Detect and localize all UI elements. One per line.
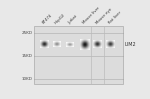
- Text: 15KD: 15KD: [22, 54, 33, 58]
- Text: Mouse liver: Mouse liver: [82, 6, 101, 25]
- Text: LIM2: LIM2: [124, 42, 136, 47]
- Text: HepG2: HepG2: [54, 13, 67, 25]
- Text: Jurkat: Jurkat: [67, 14, 78, 25]
- Text: Mouse eye: Mouse eye: [95, 7, 113, 25]
- Text: 10KD: 10KD: [22, 77, 33, 81]
- Text: BT474: BT474: [42, 13, 53, 25]
- Text: Rat liver: Rat liver: [108, 11, 122, 25]
- FancyBboxPatch shape: [34, 26, 123, 84]
- Text: 25KD: 25KD: [22, 31, 33, 35]
